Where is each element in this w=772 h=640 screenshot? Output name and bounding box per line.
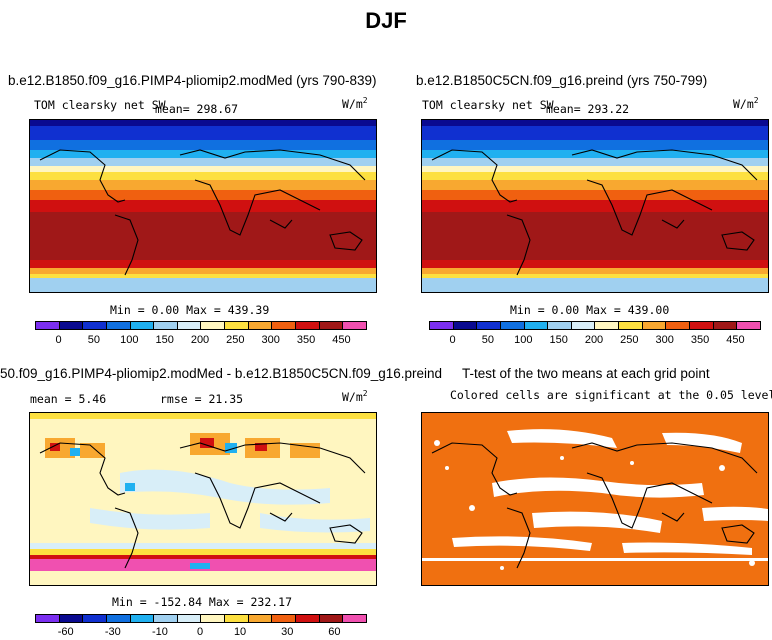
colorbar-tick-label: 50 (87, 334, 101, 346)
colorbar-tick-label: 0 (196, 626, 204, 638)
colorbar-tick-label: 200 (190, 334, 210, 346)
colorbar-tick-label: 50 (481, 334, 495, 346)
panel3-stats: Min = -152.84 Max = 232.17 (112, 595, 293, 609)
colorbar-tick-label: 0 (55, 334, 62, 346)
colorbar-tick-label: 60 (328, 626, 341, 638)
panel1-variable: TOM clearsky net SW (34, 98, 166, 112)
panel1-colorbar (35, 321, 367, 330)
panel2-title: b.e12.B1850C5CN.f09_g16.preind (yrs 750-… (416, 73, 708, 88)
panel1-stats: Min = 0.00 Max = 439.39 (110, 303, 270, 317)
colorbar-tick-label: 150 (155, 334, 174, 346)
colorbar-tick-label: 300 (655, 334, 674, 346)
panel2-colorbar (429, 321, 761, 330)
panel2-variable: TOM clearsky net SW (422, 98, 554, 112)
panel1-map-svg (30, 120, 376, 292)
panel1-title: b.e12.B1850.f09_g16.PIMP4-pliomip2.modMe… (8, 73, 377, 88)
panel1-map (29, 119, 377, 293)
colorbar-tick-label: 150 (549, 334, 568, 346)
colorbar-tick-label: 100 (120, 334, 139, 346)
panel2-units: W/m2 (733, 96, 759, 111)
colorbar-tick-label: -60 (57, 626, 74, 638)
colorbar-tick-label: 450 (332, 334, 351, 346)
panel1-mean: mean= 298.67 (155, 102, 239, 116)
colorbar-tick-label: 100 (514, 334, 533, 346)
panel4-map-svg (422, 413, 768, 585)
colorbar-tick-label: -30 (104, 626, 121, 638)
colorbar-tick-label: 300 (261, 334, 280, 346)
panel3-title: 50.f09_g16.PIMP4-pliomip2.modMed - b.e12… (0, 366, 443, 381)
colorbar-tick-label: 10 (233, 626, 247, 638)
panel2-mean: mean= 293.22 (546, 102, 630, 116)
panel3-map (29, 412, 377, 586)
colorbar-tick-label: 350 (296, 334, 316, 346)
panel2-map (421, 119, 769, 293)
colorbar-tick-label: 200 (584, 334, 604, 346)
panel4-map (421, 412, 769, 586)
colorbar-tick-label: 450 (726, 334, 745, 346)
figure-title: DJF (365, 8, 407, 33)
panel3-mean: mean = 5.46 (30, 392, 107, 406)
panel4-title: T-test of the two means at each grid poi… (462, 366, 710, 381)
colorbar-tick-label: 30 (281, 626, 294, 638)
panel3-units: W/m2 (342, 389, 368, 404)
colorbar-tick-label: 350 (690, 334, 710, 346)
colorbar-tick-label: -10 (151, 626, 168, 638)
panel1-units: W/m2 (342, 96, 368, 111)
panel4-subtitle: Colored cells are significant at the 0.0… (450, 388, 772, 402)
panel3-map-svg (30, 413, 376, 585)
colorbar-tick-label: 250 (620, 334, 639, 346)
colorbar-tick-label: 250 (226, 334, 245, 346)
panel3-rmse: rmse = 21.35 (160, 392, 244, 406)
colorbar-tick-label: 0 (449, 334, 456, 346)
panel2-map-svg (422, 120, 768, 292)
panel2-stats: Min = 0.00 Max = 439.00 (510, 303, 670, 317)
panel3-colorbar (35, 614, 367, 623)
